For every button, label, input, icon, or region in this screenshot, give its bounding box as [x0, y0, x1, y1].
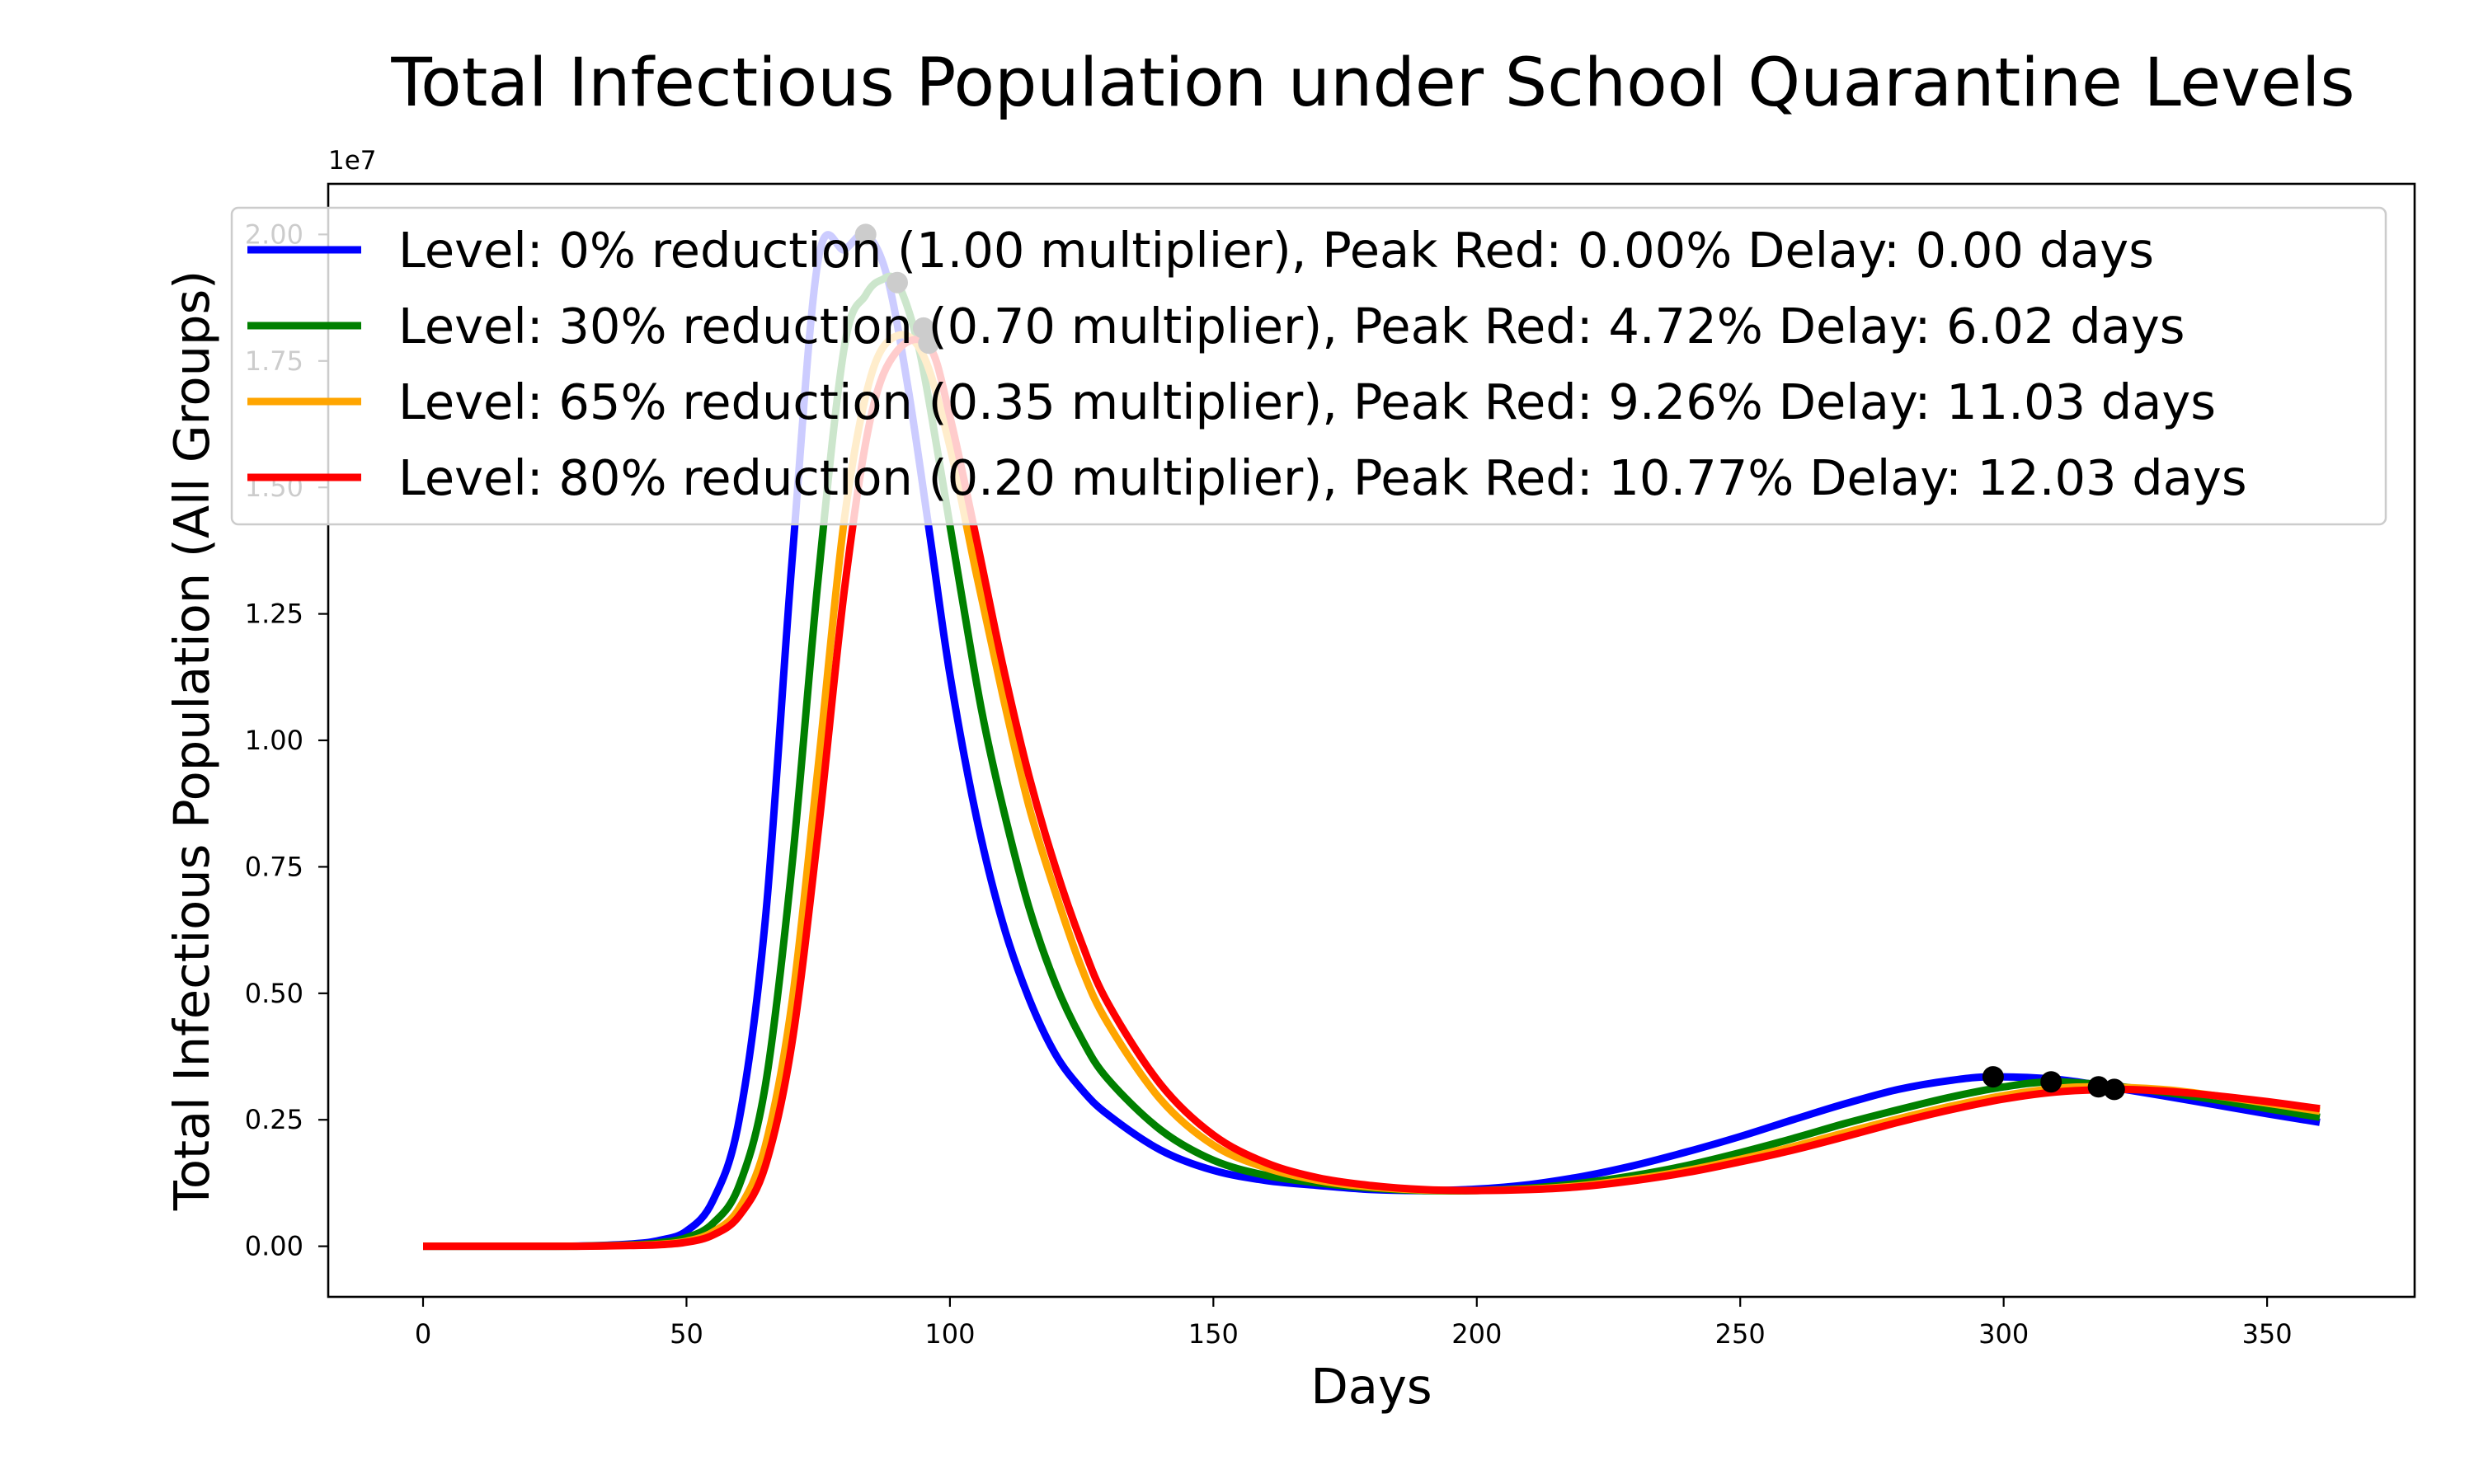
peak-marker-2-1 [2087, 1076, 2109, 1098]
y-axis-label: Total Infectious Population (All Groups) [163, 270, 220, 1211]
legend-label-1: Level: 30% reduction (0.70 multiplier), … [398, 298, 2185, 355]
y-tick-label-5: 1.25 [245, 599, 303, 630]
x-tick-label-2: 100 [924, 1318, 975, 1350]
x-tick-label-4: 200 [1451, 1318, 1502, 1350]
peak-marker-0-1 [1982, 1066, 2004, 1088]
x-tick-label-7: 350 [2242, 1318, 2293, 1350]
plot-area [423, 223, 2321, 1251]
legend-items: Level: 0% reduction (1.00 multiplier), P… [247, 222, 2247, 506]
series-line-3 [423, 336, 2321, 1251]
x-axis-label: Days [1310, 1358, 1432, 1415]
x-tick-label-6: 300 [1978, 1318, 2029, 1350]
legend-label-2: Level: 65% reduction (0.35 multiplier), … [398, 373, 2216, 430]
chart-title: Total Infectious Population under School… [390, 45, 2354, 122]
series-line-1 [423, 272, 2321, 1251]
series-line-0 [423, 230, 2321, 1251]
x-tick-label-5: 250 [1715, 1318, 1766, 1350]
legend-box [230, 206, 2387, 526]
legend-label-3: Level: 80% reduction (0.20 multiplier), … [398, 449, 2247, 506]
x-tick-label-0: 0 [415, 1318, 431, 1350]
legend: Level: 0% reduction (1.00 multiplier), P… [230, 206, 2387, 526]
x-tick-label-1: 50 [670, 1318, 703, 1350]
y-tick-label-4: 1.00 [245, 725, 303, 756]
y-tick-label-2: 0.50 [245, 978, 303, 1009]
legend-label-0: Level: 0% reduction (1.00 multiplier), P… [398, 222, 2154, 279]
y-tick-label-0: 0.00 [245, 1231, 303, 1262]
peak-marker-3-1 [2103, 1078, 2125, 1101]
y-tick-label-3: 0.75 [245, 851, 303, 882]
x-tick-label-3: 150 [1188, 1318, 1239, 1350]
peak-marker-1-1 [2040, 1071, 2062, 1093]
y-tick-label-1: 0.25 [245, 1104, 303, 1135]
y-axis-offset-label: 1e7 [328, 146, 377, 176]
x-axis-ticks: 0 50 100 150 200 250 300 350 [415, 1297, 2293, 1350]
